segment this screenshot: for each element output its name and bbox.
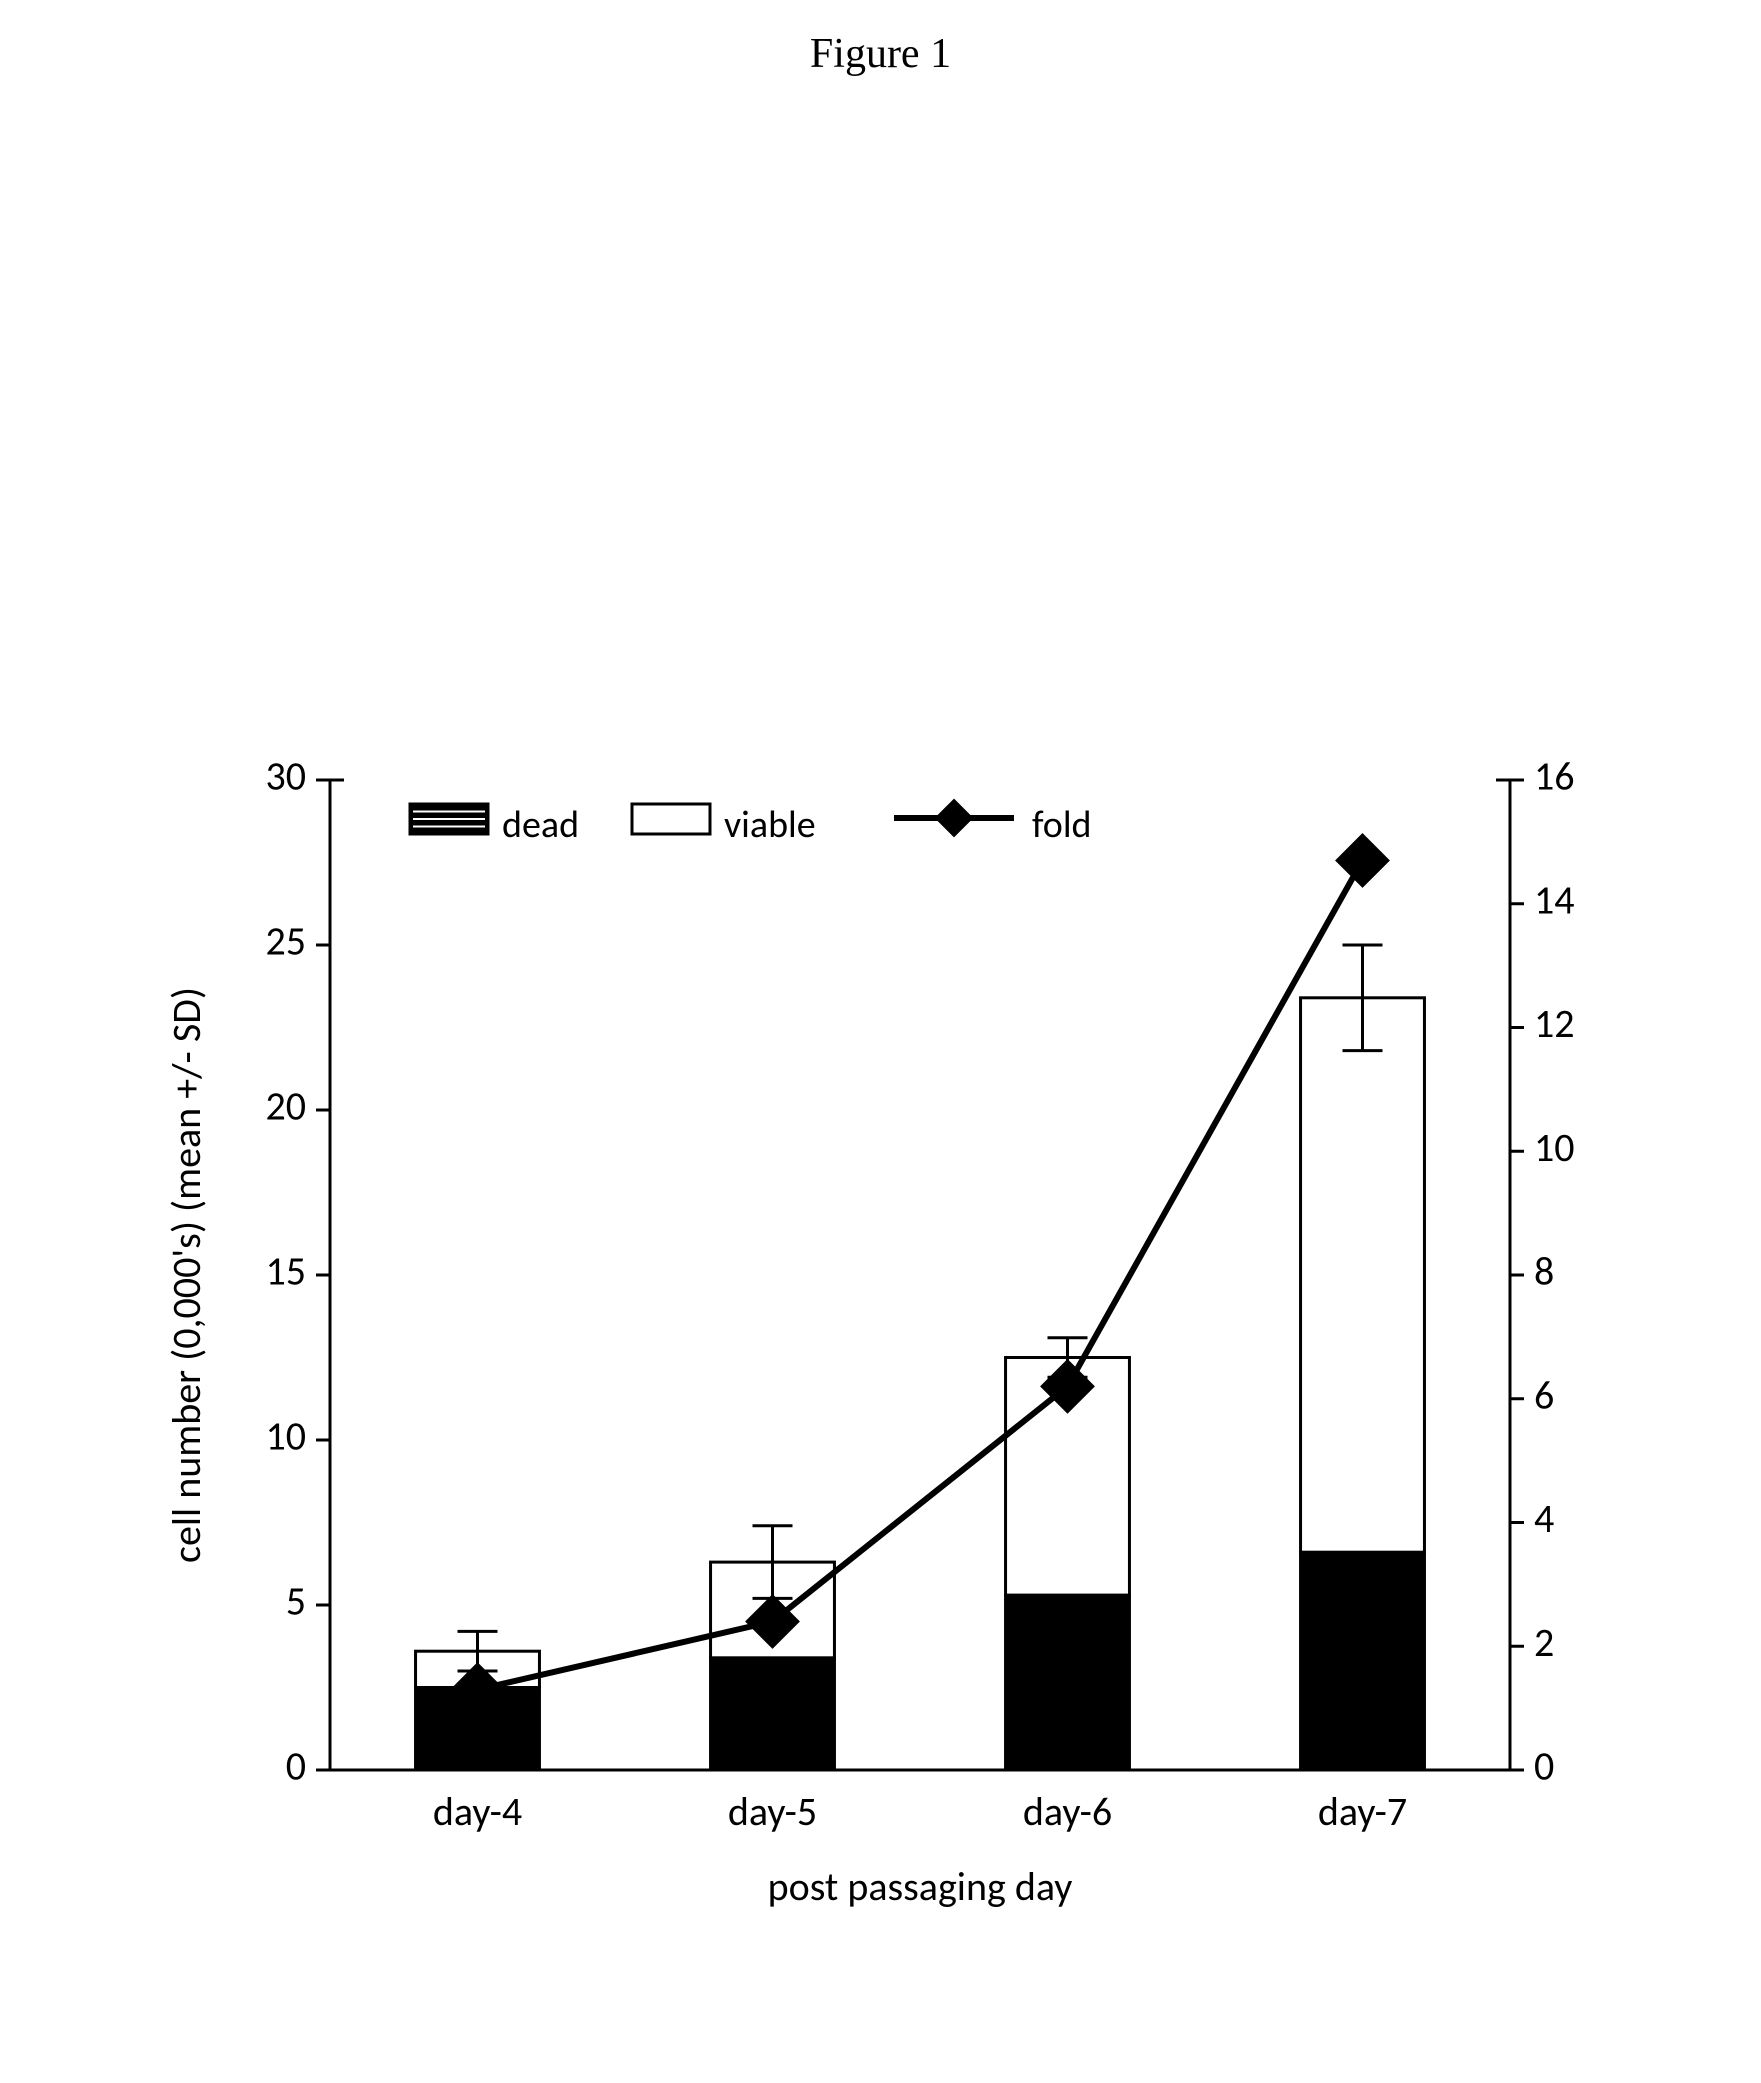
legend-swatch [632, 804, 710, 834]
yright-tick-label: 8 [1534, 1247, 1554, 1296]
legend-item: dead [410, 802, 579, 848]
yleft-tick-label: 30 [265, 752, 306, 801]
x-tick-label: day-6 [1023, 1787, 1112, 1836]
legend-label: viable [724, 802, 816, 848]
x-axis-label: post passaging day [768, 1862, 1073, 1911]
y-left-axis-label: cell number (0,000's) (mean +/- SD) [162, 987, 211, 1563]
yleft-tick-label: 5 [286, 1577, 306, 1626]
legend-label: dead [502, 802, 579, 848]
bar-viable [1301, 998, 1425, 1552]
yright-tick-label: 2 [1534, 1618, 1554, 1667]
bar-dead [1301, 1552, 1425, 1770]
legend-label: fold [1032, 802, 1092, 848]
figure-title: Figure 1 [0, 30, 1761, 78]
yleft-tick-label: 10 [265, 1412, 306, 1461]
page: Figure 1 0 5 10 15 20 25 30 0 2 4 6 8 10 12 14 16 day-4 d… [0, 0, 1761, 2083]
yright-tick-label: 10 [1534, 1123, 1575, 1172]
yright-tick-label: 14 [1534, 875, 1575, 924]
legend-item: fold [894, 800, 1092, 848]
yleft-tick-label: 0 [286, 1742, 306, 1791]
yright-tick-label: 6 [1534, 1370, 1554, 1419]
line-fold [478, 860, 1363, 1689]
yright-tick-label: 0 [1534, 1742, 1554, 1791]
yright-tick-label: 4 [1534, 1494, 1554, 1543]
x-tick-label: day-4 [433, 1787, 522, 1836]
x-tick-label: day-5 [728, 1787, 817, 1836]
chart-svg: 0 5 10 15 20 25 30 0 2 4 6 8 10 12 14 16 day-4 day-5 day-6… [100, 750, 1660, 2050]
chart-container: 0 5 10 15 20 25 30 0 2 4 6 8 10 12 14 16 day-4 day-5 day-6… [100, 750, 1660, 2050]
yright-tick-label: 16 [1534, 752, 1575, 801]
yleft-tick-label: 15 [265, 1247, 306, 1296]
marker-diamond [936, 800, 972, 836]
marker-diamond [1337, 834, 1389, 886]
yright-tick-label: 12 [1534, 999, 1575, 1048]
yleft-tick-label: 25 [265, 917, 306, 966]
yleft-tick-label: 20 [265, 1082, 306, 1131]
x-tick-label: day-7 [1318, 1787, 1407, 1836]
legend-item: viable [632, 802, 816, 848]
